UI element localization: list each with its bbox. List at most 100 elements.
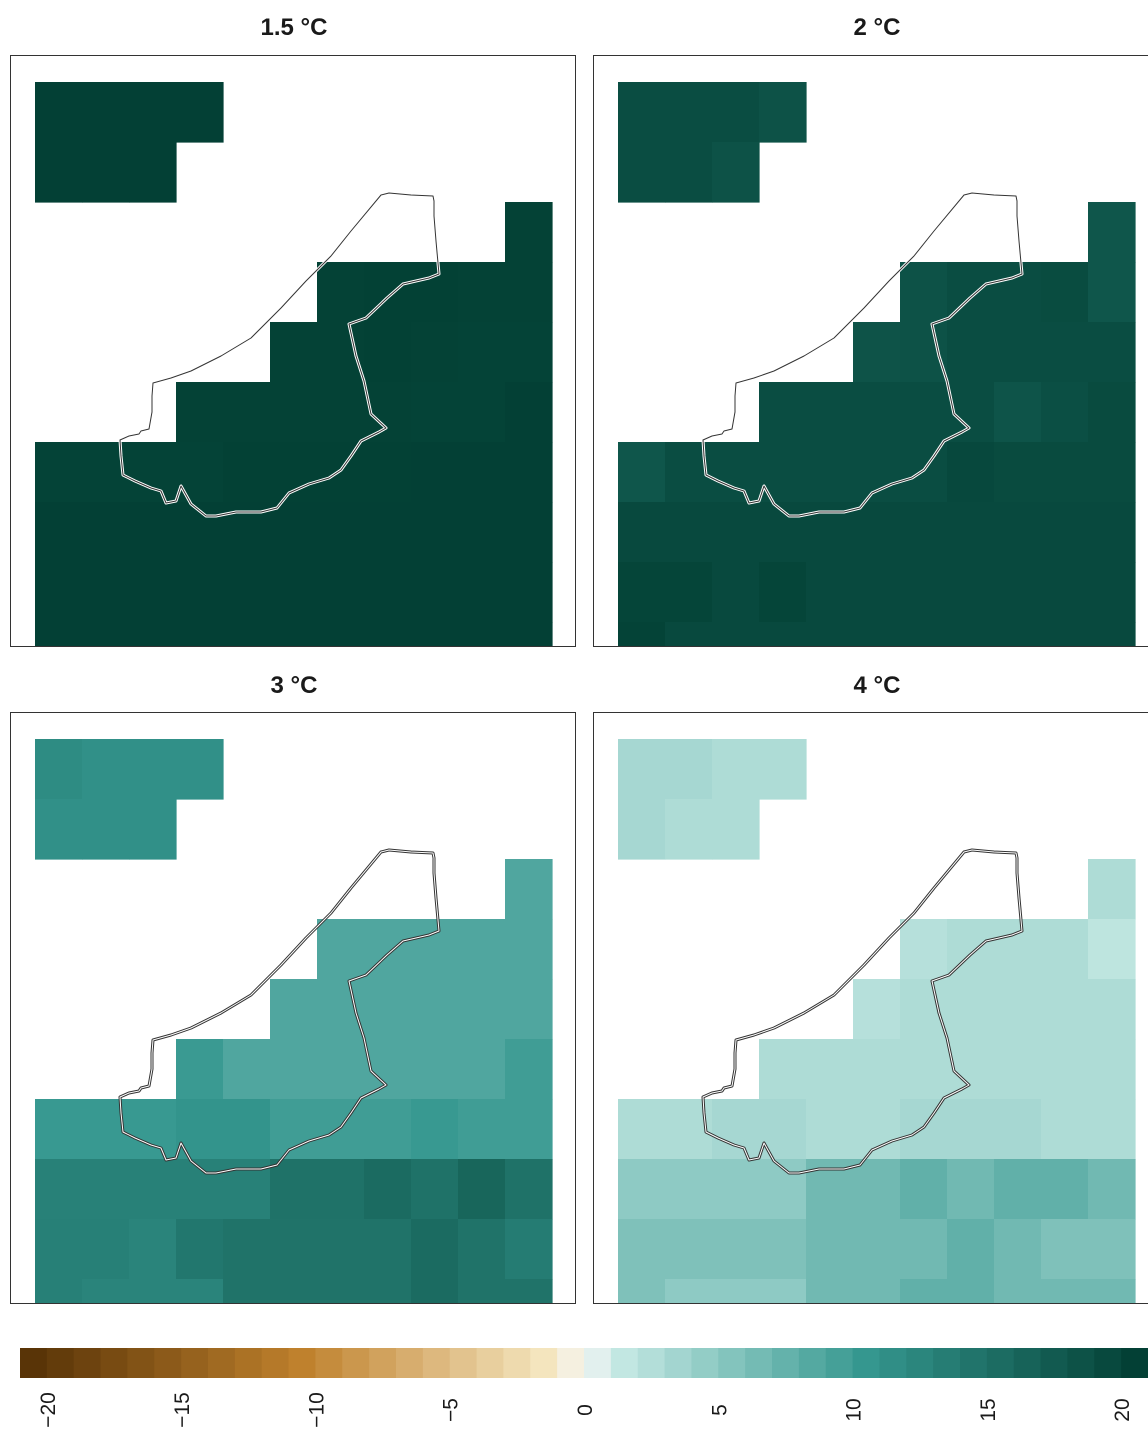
- heatmap-cell: [1088, 562, 1136, 623]
- heatmap-cell: [618, 1219, 666, 1280]
- heatmap-cell: [458, 502, 506, 563]
- heatmap-cell: [317, 322, 365, 383]
- heatmap-cell: [411, 502, 459, 563]
- heatmap-cell: [947, 979, 995, 1040]
- panel-title-3: 3 °C: [270, 672, 318, 699]
- legend-swatch: [1013, 1348, 1042, 1378]
- heatmap-cell: [665, 1159, 713, 1220]
- heatmap-cell: [317, 919, 365, 980]
- heatmap-cell: [1088, 622, 1136, 646]
- heatmap-cell: [458, 1159, 506, 1220]
- heatmap-cell: [1041, 262, 1089, 323]
- heatmap-cell: [900, 382, 948, 443]
- heatmap-cell: [129, 442, 177, 503]
- heatmap-cell: [712, 82, 760, 143]
- legend-swatch: [530, 1348, 558, 1378]
- heatmap-cell: [317, 382, 365, 443]
- heatmap-cell: [1041, 1279, 1089, 1303]
- heatmap-cell: [900, 622, 948, 646]
- heatmap-cell: [458, 1039, 506, 1100]
- heatmap-cell: [1041, 1099, 1089, 1160]
- heatmap-cell: [853, 502, 901, 563]
- heatmap-cell: [129, 502, 177, 563]
- heatmap-cell: [411, 442, 459, 503]
- heatmap-cell: [853, 1219, 901, 1280]
- heatmap-cell: [317, 562, 365, 623]
- heatmap-cell: [853, 442, 901, 503]
- heatmap-cell: [35, 502, 83, 563]
- legend-tick-label: 0: [574, 1404, 597, 1416]
- heatmap-cell: [712, 1159, 760, 1220]
- legend-swatch: [476, 1348, 504, 1378]
- heatmap-cell: [270, 1219, 318, 1280]
- heatmap-cell: [994, 1039, 1042, 1100]
- heatmap-cell: [270, 1039, 318, 1100]
- map-panel-1: [10, 55, 576, 647]
- heatmap-cell: [129, 622, 177, 646]
- heatmap-cell: [35, 442, 83, 503]
- panel-title-2: 2 °C: [853, 14, 901, 41]
- heatmap-cell: [411, 262, 459, 323]
- heatmap-cell: [618, 739, 666, 800]
- heatmap-cell: [505, 322, 553, 383]
- legend-swatch: [584, 1348, 612, 1378]
- heatmap-cell: [505, 1219, 553, 1280]
- heatmap-cell: [806, 1219, 854, 1280]
- heatmap-cell: [665, 1219, 713, 1280]
- legend-swatch: [879, 1348, 907, 1378]
- heatmap-cell: [270, 442, 318, 503]
- panel-title-1: 1.5 °C: [260, 14, 328, 41]
- heatmap-cell: [853, 322, 901, 383]
- heatmap-cell: [458, 382, 506, 443]
- heatmap-cell: [176, 622, 224, 646]
- heatmap-cell: [665, 1279, 713, 1303]
- heatmap-cell: [35, 1279, 83, 1303]
- heatmap-cell: [947, 1279, 995, 1303]
- heatmap-cell: [129, 799, 177, 860]
- heatmap-cell: [1088, 262, 1136, 323]
- legend-swatch: [960, 1348, 988, 1378]
- heatmap-cell: [35, 562, 83, 623]
- legend-swatch: [1067, 1348, 1095, 1378]
- heatmap-cell: [364, 442, 412, 503]
- heatmap-cell: [82, 799, 130, 860]
- heatmap-cell: [806, 1279, 854, 1303]
- legend-tick-label: −20: [37, 1392, 60, 1428]
- heatmap-cell: [505, 1039, 553, 1100]
- heatmap-cell: [994, 1279, 1042, 1303]
- heatmap-cell: [458, 322, 506, 383]
- heatmap-cell: [900, 562, 948, 623]
- heatmap-cell: [900, 1159, 948, 1220]
- heatmap-svg-2: [618, 82, 1136, 646]
- heatmap-cell: [1041, 562, 1089, 623]
- heatmap-cell: [317, 502, 365, 563]
- heatmap-cell: [806, 1039, 854, 1100]
- heatmap-cell: [1088, 1099, 1136, 1160]
- heatmap-cell: [505, 382, 553, 443]
- heatmap-cell: [853, 1099, 901, 1160]
- heatmap-cell: [1041, 979, 1089, 1040]
- panel-title-4: 4 °C: [853, 672, 901, 699]
- heatmap-cell: [505, 919, 553, 980]
- heatmap-cell: [900, 262, 948, 323]
- legend-swatch: [906, 1348, 934, 1378]
- legend-swatch: [234, 1348, 263, 1378]
- heatmap-cell: [618, 1279, 666, 1303]
- heatmap-cell: [900, 502, 948, 563]
- city-boundary-inner-line: [702, 849, 1023, 1174]
- city-boundary-inner-line: [119, 849, 440, 1174]
- heatmap-cell: [129, 1159, 177, 1220]
- heatmap-cell: [35, 799, 83, 860]
- heatmap-cell: [176, 382, 224, 443]
- heatmap-cell: [759, 739, 807, 800]
- heatmap-cell: [411, 1099, 459, 1160]
- heatmap-cell: [900, 1219, 948, 1280]
- heatmap-cell: [176, 1219, 224, 1280]
- heatmap-cell: [759, 382, 807, 443]
- legend-swatch: [772, 1348, 800, 1378]
- legend-swatch: [288, 1348, 316, 1378]
- heatmap-cell: [223, 1099, 271, 1160]
- heatmap-cell: [270, 1159, 318, 1220]
- heatmap-cell: [82, 142, 130, 203]
- heatmap-cell: [900, 1099, 948, 1160]
